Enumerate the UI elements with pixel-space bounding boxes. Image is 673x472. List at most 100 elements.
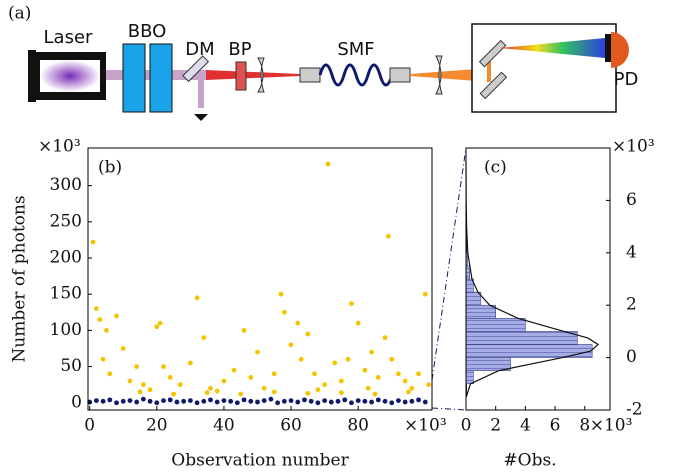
point bbox=[298, 356, 304, 362]
point bbox=[181, 398, 187, 404]
x-tick-label: 2 bbox=[490, 416, 501, 436]
component-label: SMF bbox=[337, 39, 374, 60]
x-tick-label: 40 bbox=[213, 416, 235, 436]
point bbox=[127, 398, 133, 403]
point bbox=[338, 390, 344, 396]
point bbox=[315, 400, 321, 406]
point bbox=[338, 378, 344, 384]
component-label: BP bbox=[228, 39, 251, 60]
point bbox=[167, 375, 173, 380]
point bbox=[114, 313, 119, 319]
point bbox=[154, 324, 160, 330]
point bbox=[315, 387, 321, 393]
point bbox=[416, 371, 421, 377]
point bbox=[278, 291, 284, 297]
plots: 0 20 40 60 80050100150200250300×10³×10³(b)Ob… bbox=[10, 137, 655, 471]
point bbox=[127, 378, 133, 384]
point bbox=[406, 389, 411, 395]
point bbox=[107, 371, 113, 377]
point bbox=[302, 397, 307, 403]
point bbox=[100, 356, 106, 362]
point bbox=[177, 382, 183, 388]
point bbox=[281, 398, 287, 404]
x-tick-label: 0 bbox=[84, 416, 95, 436]
point bbox=[382, 335, 388, 341]
hist-bar bbox=[465, 291, 482, 306]
y-tick-label: 150 bbox=[50, 284, 82, 304]
point bbox=[261, 398, 267, 403]
component-label: Laser bbox=[44, 27, 94, 48]
point bbox=[248, 398, 254, 404]
point bbox=[93, 398, 99, 403]
point bbox=[107, 397, 113, 403]
point bbox=[187, 360, 193, 366]
point bbox=[154, 400, 160, 406]
point bbox=[355, 398, 361, 403]
hist-bar bbox=[465, 370, 474, 385]
point bbox=[171, 391, 176, 397]
point bbox=[422, 399, 428, 405]
y-tick-label: 2 bbox=[626, 295, 637, 315]
y-tick-label: 4 bbox=[626, 242, 637, 262]
point bbox=[345, 356, 351, 362]
point bbox=[382, 398, 388, 404]
point bbox=[396, 398, 401, 403]
fit-curve bbox=[465, 161, 600, 398]
point bbox=[137, 389, 143, 395]
point bbox=[147, 387, 153, 393]
component-label: BBO bbox=[128, 21, 167, 42]
point bbox=[288, 398, 294, 403]
point bbox=[187, 398, 193, 403]
y-tick-label: 100 bbox=[50, 320, 82, 340]
point bbox=[385, 233, 391, 239]
point bbox=[308, 398, 314, 404]
point bbox=[134, 364, 140, 369]
point bbox=[221, 398, 227, 403]
point bbox=[295, 320, 301, 326]
point bbox=[389, 400, 395, 406]
point bbox=[409, 398, 415, 404]
y-tick-label: 250 bbox=[50, 211, 82, 231]
point bbox=[194, 400, 200, 406]
panel-label: (a) bbox=[8, 4, 31, 24]
point bbox=[349, 400, 354, 406]
point bbox=[114, 400, 119, 406]
x-tick-label: 20 bbox=[146, 416, 168, 436]
point bbox=[140, 382, 146, 388]
point bbox=[422, 291, 428, 297]
point bbox=[375, 375, 381, 380]
hist-bar bbox=[465, 265, 470, 280]
point bbox=[167, 397, 173, 403]
y-tick-label: -2 bbox=[626, 400, 643, 420]
point bbox=[402, 378, 408, 384]
x-multiplier: ×10³ bbox=[590, 416, 633, 436]
point bbox=[174, 399, 180, 405]
point bbox=[248, 375, 254, 380]
y-axis-label: Number of photons bbox=[10, 195, 30, 362]
point bbox=[241, 397, 247, 403]
y-tick-label: 200 bbox=[50, 248, 82, 268]
point bbox=[238, 391, 244, 397]
point bbox=[369, 349, 374, 355]
component-label: PD bbox=[614, 69, 639, 90]
hist-bar bbox=[465, 304, 496, 319]
x-tick-label: 8 bbox=[579, 416, 590, 436]
point bbox=[161, 364, 166, 369]
y-tick-label: 0 bbox=[71, 392, 82, 412]
point bbox=[104, 327, 109, 333]
x-tick-label: 4 bbox=[520, 416, 531, 436]
y-multiplier: ×10³ bbox=[612, 137, 655, 157]
point bbox=[372, 391, 378, 397]
point bbox=[355, 320, 361, 326]
panel-label: (c) bbox=[484, 158, 507, 178]
point bbox=[295, 399, 301, 405]
point bbox=[288, 342, 294, 348]
point bbox=[335, 398, 341, 404]
x-tick-label: 0 bbox=[461, 416, 472, 436]
point bbox=[396, 371, 401, 377]
point bbox=[362, 398, 368, 404]
point bbox=[161, 398, 166, 403]
point bbox=[409, 385, 415, 391]
point bbox=[204, 390, 210, 396]
point bbox=[281, 309, 287, 315]
